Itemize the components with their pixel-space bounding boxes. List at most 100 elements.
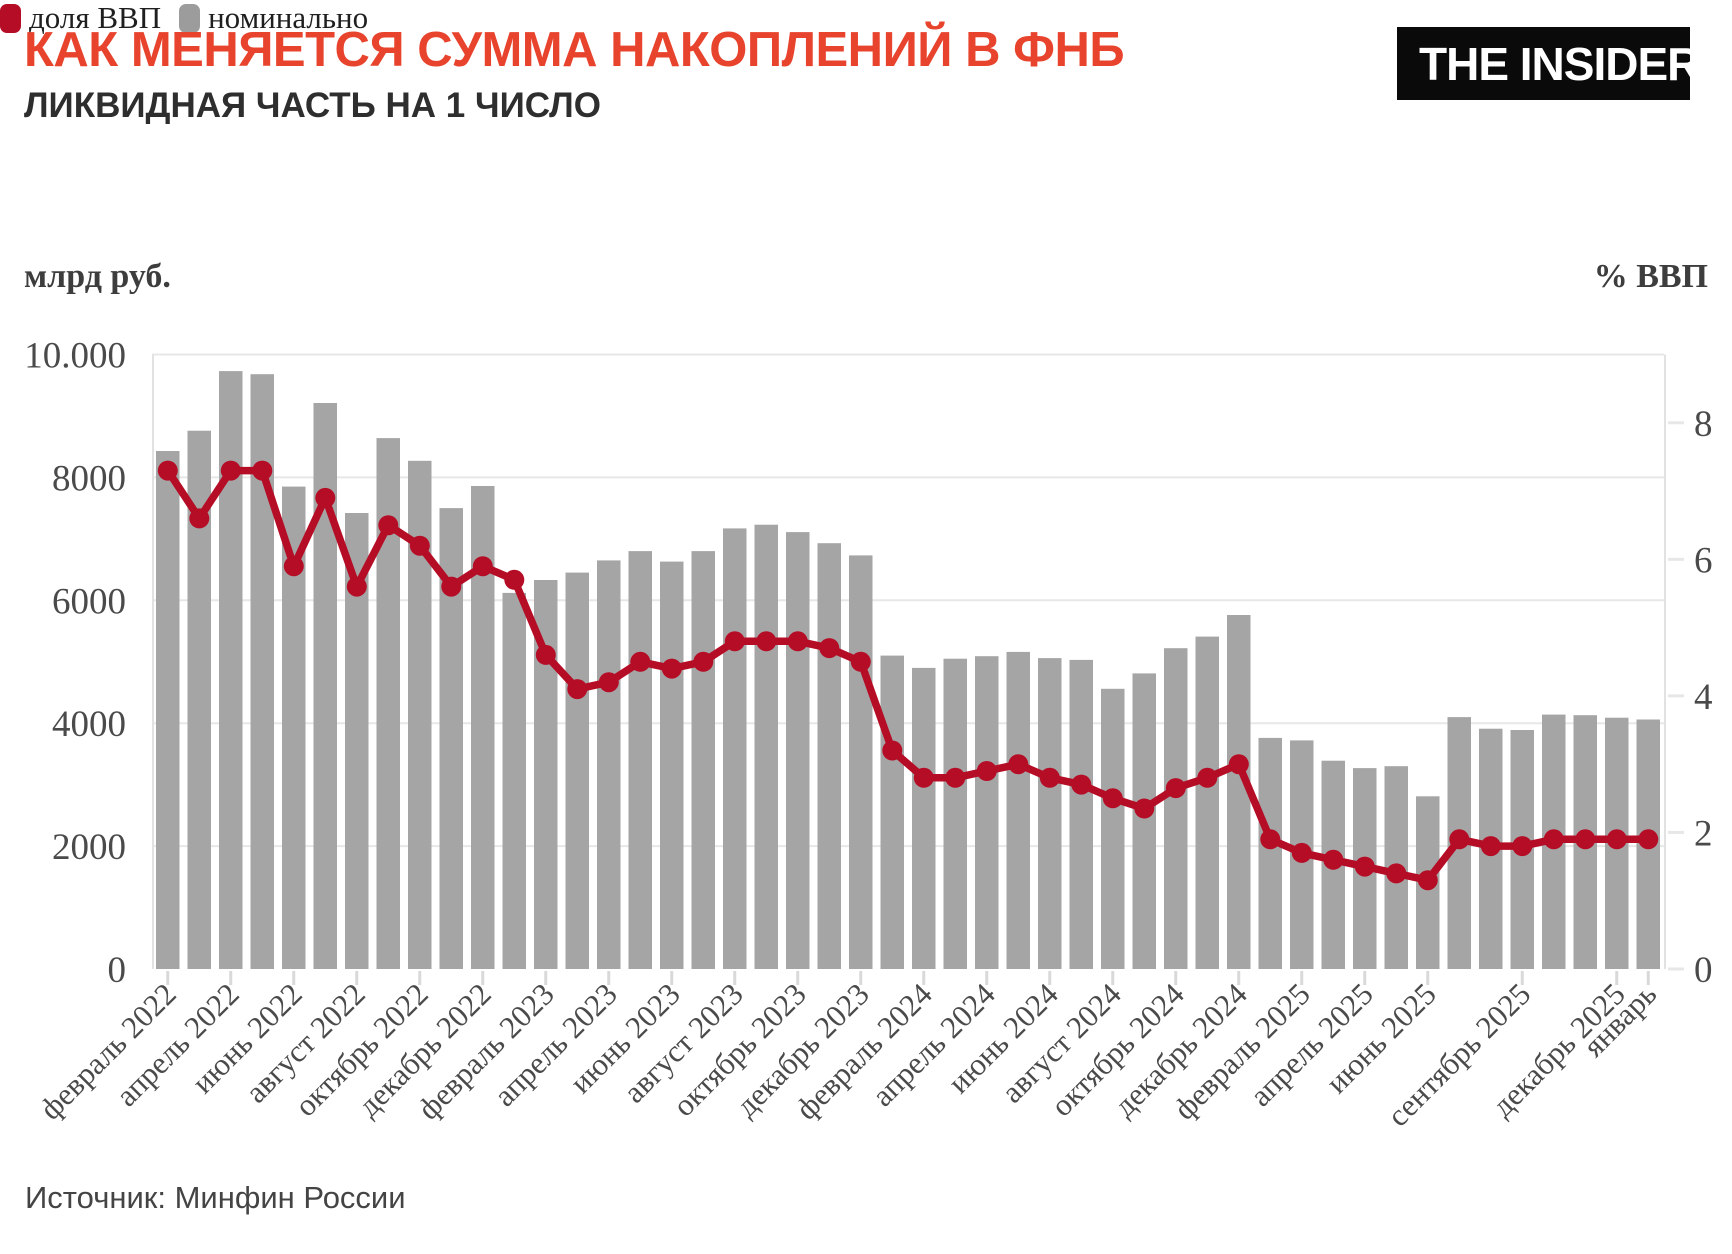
legend: доля ВВП номинально	[0, 0, 1732, 36]
left-axis-tick-0: 0	[108, 950, 127, 991]
gdp-share-point-13	[567, 679, 588, 700]
gdp-share-point-35	[1260, 829, 1281, 850]
gdp-share-point-38	[1354, 856, 1375, 877]
gdp-share-point-32	[1165, 778, 1186, 799]
gdp-share-point-39	[1386, 863, 1407, 884]
right-axis-tick-8: 8	[1694, 404, 1713, 445]
bar-4	[282, 486, 306, 969]
gdp-share-point-6	[346, 576, 367, 597]
page-subtitle: ЛИКВИДНАЯ ЧАСТЬ НА 1 ЧИСЛО	[24, 86, 601, 125]
gdp-share-point-14	[598, 672, 619, 693]
source-note: Источник: Минфин России	[25, 1180, 406, 1215]
left-axis-unit-label: млрд руб.	[24, 258, 171, 295]
bar-2	[219, 371, 243, 970]
the-insider-logo: THE INSIDER	[1397, 27, 1700, 100]
right-axis-tick-2: 2	[1694, 813, 1713, 854]
gdp-share-point-21	[819, 638, 840, 659]
bar-24	[912, 667, 936, 969]
bar-29	[1069, 659, 1093, 969]
gdp-share-point-9	[441, 576, 462, 597]
gdp-share-point-2	[220, 460, 241, 481]
left-axis-tick-6000: 6000	[52, 581, 126, 622]
gdp-share-point-28	[1039, 767, 1060, 788]
bar-28	[1038, 658, 1062, 969]
gdp-share-point-0	[157, 460, 178, 481]
bar-21	[817, 543, 841, 969]
gdp-share-point-34	[1228, 754, 1249, 775]
bar-22	[849, 555, 873, 969]
bar-1	[187, 430, 211, 969]
bar-7	[376, 438, 400, 970]
bar-32	[1164, 648, 1188, 969]
bar-31	[1132, 673, 1156, 969]
gdp-share-point-15	[630, 651, 651, 672]
right-axis-tick-4: 4	[1694, 677, 1713, 718]
bar-11	[502, 592, 526, 969]
bar-3	[250, 374, 274, 969]
bar-20	[786, 532, 810, 969]
bar-5	[313, 403, 337, 969]
bar-35	[1258, 737, 1282, 969]
gdp-share-point-11	[504, 569, 525, 590]
gdp-share-point-46	[1606, 829, 1627, 850]
bar-34	[1227, 615, 1251, 969]
bar-30	[1101, 688, 1125, 969]
gdp-share-point-31	[1134, 798, 1155, 819]
gdp-share-point-33	[1197, 767, 1218, 788]
bar-25	[943, 658, 967, 969]
gdp-share-point-24	[913, 767, 934, 788]
legend-item-1: номинально	[179, 0, 368, 36]
gdp-share-point-45	[1575, 829, 1596, 850]
gdp-share-point-37	[1323, 849, 1344, 870]
legend-label-0: доля ВВП	[29, 0, 162, 35]
bar-26	[975, 656, 999, 969]
legend-swatch-1	[179, 3, 201, 33]
gdp-share-point-22	[850, 651, 871, 672]
gdp-share-point-5	[315, 487, 336, 508]
gdp-share-point-18	[724, 631, 745, 652]
bar-17	[691, 551, 715, 969]
gdp-share-point-8	[409, 535, 430, 556]
bar-9	[439, 508, 463, 969]
bar-27	[1006, 651, 1030, 969]
gdp-share-point-17	[693, 651, 714, 672]
right-axis-unit-label: % ВВП	[1593, 258, 1708, 295]
gdp-share-point-3	[252, 460, 273, 481]
legend-swatch-0	[0, 3, 21, 33]
gdp-share-point-10	[472, 556, 493, 577]
bar-6	[345, 513, 369, 969]
left-axis-tick-10000: 10.000	[24, 336, 126, 377]
right-axis-tick-0: 0	[1694, 950, 1713, 991]
left-axis-tick-8000: 8000	[52, 458, 126, 499]
gdp-share-point-47	[1638, 829, 1659, 850]
gdp-share-point-27	[1008, 754, 1029, 775]
legend-label-1: номинально	[208, 0, 369, 35]
gdp-share-point-1	[189, 508, 210, 529]
bar-13	[565, 572, 589, 969]
gdp-share-point-26	[976, 761, 997, 781]
legend-item-0: доля ВВП	[0, 0, 161, 36]
bar-10	[471, 486, 495, 969]
bar-14	[597, 560, 621, 969]
gdp-share-point-20	[787, 631, 808, 652]
gdp-share-point-19	[756, 631, 777, 652]
right-axis-tick-6: 6	[1694, 540, 1713, 581]
bar-8	[408, 460, 432, 969]
gdp-share-point-23	[882, 740, 903, 761]
gdp-share-point-29	[1071, 774, 1092, 795]
bar-16	[660, 561, 684, 969]
bar-12	[534, 580, 558, 969]
left-axis-tick-2000: 2000	[52, 827, 126, 868]
bar-19	[754, 524, 778, 969]
gdp-share-point-7	[378, 515, 399, 536]
gdp-share-point-43	[1512, 836, 1533, 857]
gdp-share-point-25	[945, 767, 966, 788]
gdp-share-point-44	[1543, 829, 1564, 850]
gdp-share-point-36	[1291, 842, 1312, 863]
bar-23	[880, 655, 904, 969]
gdp-share-point-40	[1417, 870, 1438, 891]
bar-15	[628, 551, 652, 969]
bar-33	[1195, 636, 1219, 969]
page-title: КАК МЕНЯЕТСЯ СУММА НАКОПЛЕНИЙ В ФНБ	[24, 23, 1125, 77]
